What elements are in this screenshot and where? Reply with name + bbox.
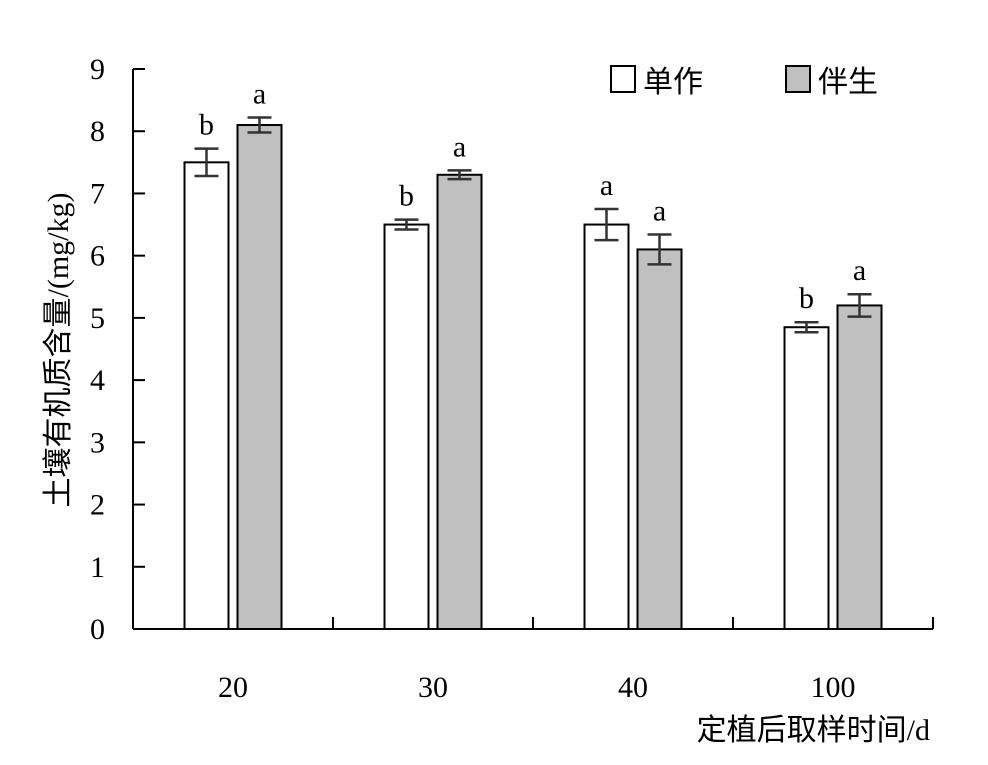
bar-1-20 (236, 124, 283, 630)
legend-label-companion: 伴生 (818, 66, 878, 99)
bars (183, 124, 883, 631)
x-axis-ticks: 20 30 40 100 (218, 617, 934, 704)
bar-1-40 (636, 248, 683, 630)
significance-label-0-30: b (399, 180, 414, 213)
bar-0-100 (783, 326, 830, 630)
bar-1-100 (836, 304, 883, 630)
y-tick-label-7: 7 (90, 177, 105, 210)
significance-label-1-100: a (853, 254, 866, 287)
x-axis-title: 定植后取样时间/d (697, 714, 930, 747)
bar-0-30 (383, 223, 430, 631)
legend-swatch-monoculture (610, 65, 636, 93)
y-tick-label-6: 6 (90, 240, 105, 273)
significance-label-0-20: b (199, 109, 214, 142)
y-tick-label-3: 3 (90, 426, 105, 459)
y-axis-ticks: 0 1 2 3 4 5 6 7 8 9 (90, 53, 145, 646)
y-tick-label-0: 0 (90, 613, 105, 646)
error-bars (194, 116, 872, 334)
y-tick-label-9: 9 (90, 53, 105, 86)
legend-swatch-companion (785, 65, 811, 93)
significance-labels: b b a b a a a a (199, 78, 866, 316)
y-axis-title: 土壤有机质含量/(mg/kg) (42, 193, 75, 508)
x-tick-label-30: 30 (418, 671, 448, 704)
y-tick-label-2: 2 (90, 489, 105, 522)
significance-label-0-100: b (799, 282, 814, 315)
x-tick-label-20: 20 (218, 671, 248, 704)
y-tick-label-4: 4 (90, 364, 105, 397)
y-tick-label-8: 8 (90, 115, 105, 148)
significance-label-1-20: a (253, 78, 266, 111)
significance-label-1-40: a (653, 195, 666, 228)
legend: 单作 伴生 (610, 65, 878, 99)
significance-label-0-40: a (600, 169, 613, 202)
y-tick-label-1: 1 (90, 551, 105, 584)
legend-label-monoculture: 单作 (643, 66, 703, 99)
y-tick-label-5: 5 (90, 302, 105, 335)
significance-label-1-30: a (453, 130, 466, 163)
x-tick-label-100: 100 (811, 671, 856, 704)
bar-1-30 (436, 173, 483, 630)
bar-0-40 (583, 223, 630, 631)
x-tick-label-40: 40 (618, 671, 648, 704)
bar-0-20 (183, 161, 230, 630)
